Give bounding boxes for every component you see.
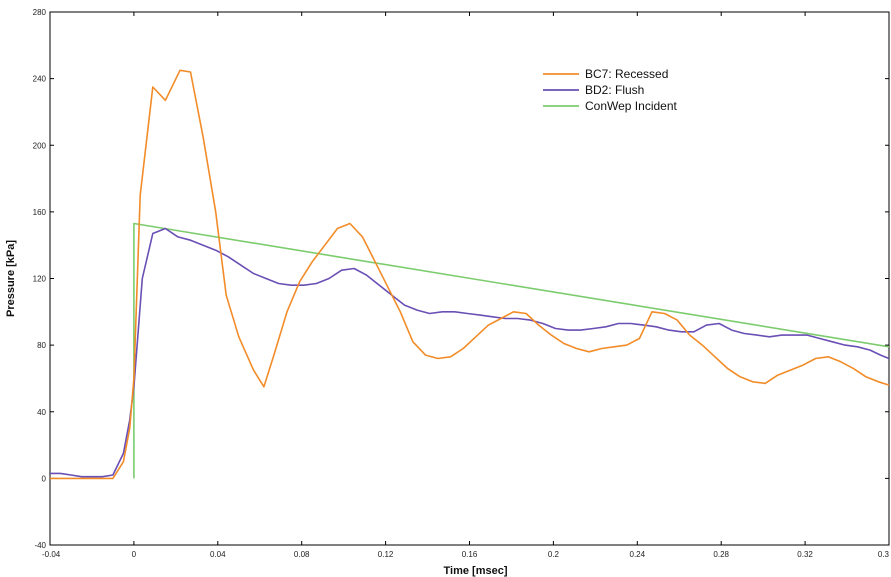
x-tick-label: 0.04 xyxy=(210,550,226,559)
y-axis-ticks: -40 0 40 80 120 160 200 240 280 xyxy=(33,8,889,550)
y-tick-label: 120 xyxy=(33,275,47,284)
x-axis-title: Time [msec] xyxy=(444,565,508,577)
x-tick-label: 0.28 xyxy=(713,550,729,559)
x-tick-label: 0.24 xyxy=(630,550,646,559)
x-tick-label: 0.2 xyxy=(548,550,560,559)
series-line-conwep-incident xyxy=(133,222,890,479)
x-tick-label: 0.08 xyxy=(294,550,310,559)
x-tick-label: 0.3 xyxy=(878,550,890,559)
series-line-bc7-recessed xyxy=(50,69,890,480)
x-tick-label: 0.12 xyxy=(378,550,394,559)
y-tick-label: 240 xyxy=(33,75,47,84)
legend-label: BD2: Flush xyxy=(585,83,644,97)
series-line-bd2-flush xyxy=(50,227,890,478)
legend: BC7: Recessed BD2: Flush ConWep Incident xyxy=(543,67,678,113)
x-tick-label: 0 xyxy=(132,550,137,559)
series-layer xyxy=(50,69,890,480)
y-tick-label: 40 xyxy=(37,408,46,417)
y-tick-label: 0 xyxy=(42,474,47,483)
y-tick-label: 160 xyxy=(33,208,47,217)
legend-label: BC7: Recessed xyxy=(585,67,668,81)
x-tick-label: 0.32 xyxy=(797,550,813,559)
y-tick-label: 80 xyxy=(37,341,46,350)
x-tick-label: 0.16 xyxy=(462,550,478,559)
x-axis-ticks: -0.04 0 0.04 0.08 0.12 0.16 0.2 0.24 0.28 0.32 0.3 xyxy=(42,12,890,559)
y-tick-label: 280 xyxy=(33,8,47,17)
legend-label: ConWep Incident xyxy=(585,99,678,113)
y-tick-label: 200 xyxy=(33,141,47,150)
y-tick-label: -40 xyxy=(34,541,46,550)
y-axis-title: Pressure [kPa] xyxy=(5,240,17,317)
x-tick-label: -0.04 xyxy=(42,550,61,559)
